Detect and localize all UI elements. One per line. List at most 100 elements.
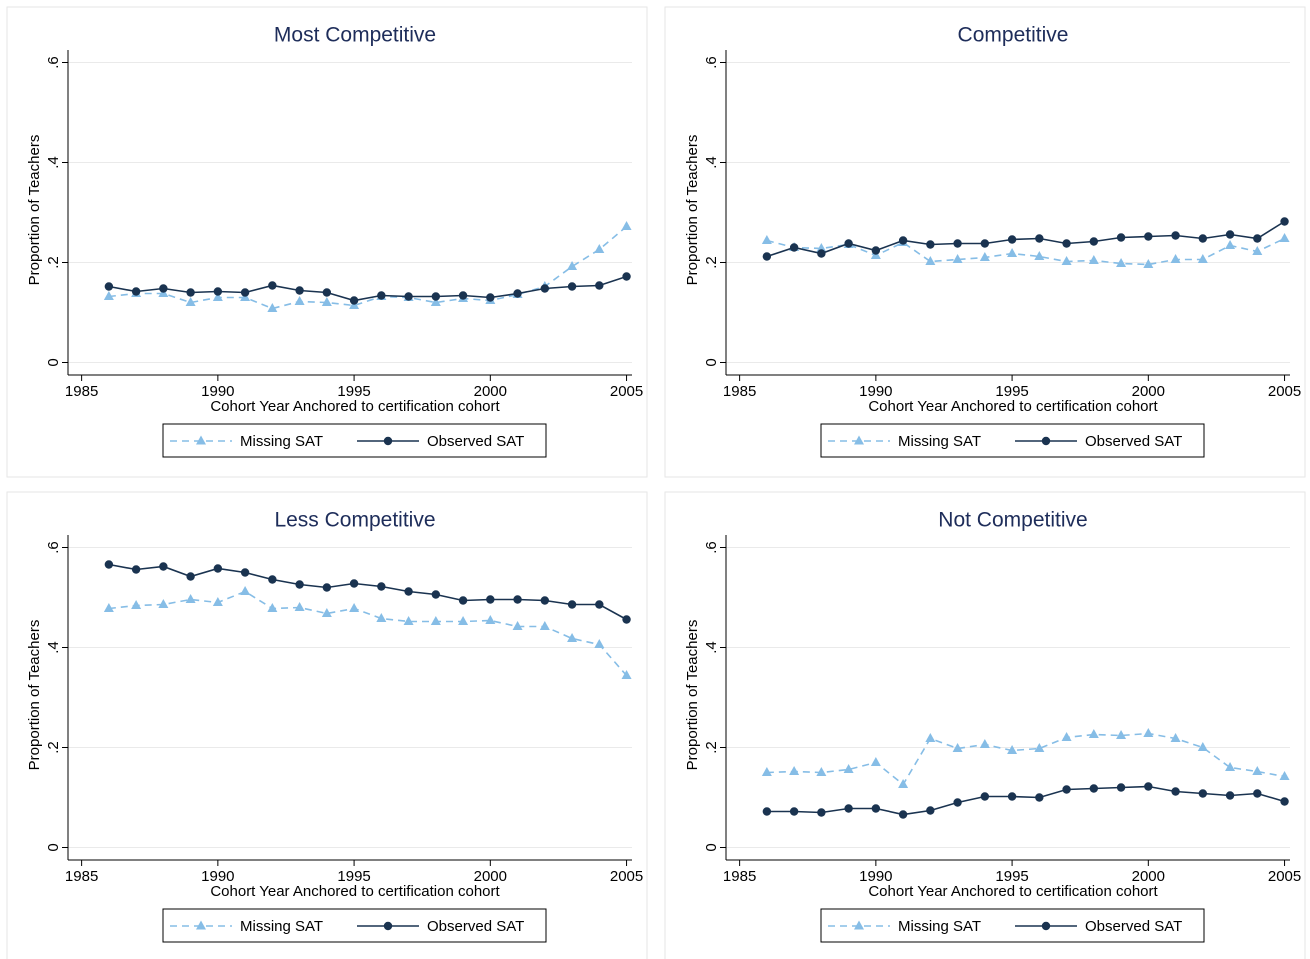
y-axis-label: Proportion of Teachers (26, 620, 43, 771)
marker (377, 582, 386, 591)
y-tick-label: .6 (703, 56, 720, 69)
marker (158, 599, 169, 608)
x-tick-label: 2005 (1268, 383, 1301, 400)
marker (376, 613, 387, 622)
marker (131, 600, 142, 609)
marker (1171, 231, 1180, 240)
marker (871, 246, 881, 255)
x-axis-label: Cohort Year Anchored to certification co… (210, 398, 500, 415)
marker (1170, 254, 1181, 263)
marker (595, 600, 604, 609)
marker (430, 297, 441, 306)
x-tick-label: 1985 (723, 383, 756, 400)
x-tick-label: 1985 (723, 868, 756, 885)
marker (295, 286, 304, 295)
marker (1034, 743, 1045, 752)
marker (567, 633, 578, 642)
marker (1171, 787, 1180, 796)
marker (103, 603, 114, 612)
marker (1144, 232, 1153, 241)
y-tick-label: 0 (703, 358, 720, 366)
x-tick-label: 2005 (610, 868, 643, 885)
x-tick-label: 1990 (859, 383, 892, 400)
marker (486, 293, 495, 302)
marker (103, 291, 114, 300)
y-tick-label: 0 (45, 358, 62, 366)
x-tick-label: 1990 (201, 383, 234, 400)
marker (383, 921, 393, 931)
marker (321, 608, 332, 617)
marker (322, 583, 332, 592)
marker (1062, 239, 1071, 248)
marker (789, 807, 799, 816)
legend-box (162, 908, 547, 943)
marker (898, 779, 909, 788)
marker (540, 596, 550, 605)
marker (980, 792, 990, 801)
y-tick-label: .6 (703, 541, 720, 554)
legend-label: Observed SAT (1085, 433, 1182, 450)
marker (1170, 733, 1181, 742)
marker (595, 281, 604, 290)
marker (196, 435, 206, 445)
marker (240, 288, 250, 297)
marker (294, 296, 305, 305)
marker (926, 806, 935, 815)
marker (267, 303, 278, 312)
marker (762, 807, 772, 816)
y-axis-label: Proportion of Teachers (684, 135, 701, 286)
marker (952, 254, 963, 263)
marker (349, 296, 359, 305)
marker (458, 596, 468, 605)
marker (854, 920, 864, 930)
marker (240, 586, 251, 595)
x-tick-label: 1995 (995, 383, 1028, 400)
marker (817, 808, 826, 817)
marker (789, 243, 799, 252)
legend-box (162, 423, 547, 458)
marker (159, 562, 168, 571)
x-tick-label: 1985 (65, 383, 98, 400)
marker (1198, 234, 1208, 243)
marker (621, 670, 632, 679)
panel-border (664, 6, 1306, 478)
marker (1007, 248, 1018, 257)
marker (1280, 217, 1289, 226)
marker (512, 621, 523, 630)
marker (953, 798, 962, 807)
y-tick-label: .2 (703, 256, 720, 269)
marker (980, 239, 990, 248)
y-tick-label: 0 (45, 843, 62, 851)
marker (1116, 730, 1127, 739)
marker (926, 240, 935, 249)
marker (1034, 251, 1045, 260)
marker (1062, 785, 1071, 794)
marker (186, 572, 195, 581)
legend-box (820, 908, 1205, 943)
marker (267, 603, 278, 612)
marker (1198, 789, 1208, 798)
y-tick-label: .2 (45, 256, 62, 269)
marker (1116, 233, 1126, 242)
y-tick-label: .2 (45, 741, 62, 754)
series-line (108, 275, 627, 302)
series-line (108, 225, 628, 310)
marker (1089, 237, 1099, 246)
chart-title: Competitive (958, 24, 1069, 47)
marker (513, 289, 522, 298)
marker (1225, 762, 1236, 771)
marker (131, 565, 141, 574)
marker (185, 594, 196, 603)
marker (567, 600, 577, 609)
marker (513, 595, 522, 604)
legend-label: Missing SAT (240, 433, 323, 450)
x-tick-label: 1995 (337, 868, 370, 885)
marker (1035, 234, 1044, 243)
x-tick-label: 2005 (610, 383, 643, 400)
y-axis-label: Proportion of Teachers (684, 620, 701, 771)
x-axis-label: Cohort Year Anchored to certification co… (210, 883, 500, 900)
marker (621, 221, 632, 230)
marker (240, 568, 250, 577)
marker (817, 249, 826, 258)
marker (1197, 742, 1208, 751)
